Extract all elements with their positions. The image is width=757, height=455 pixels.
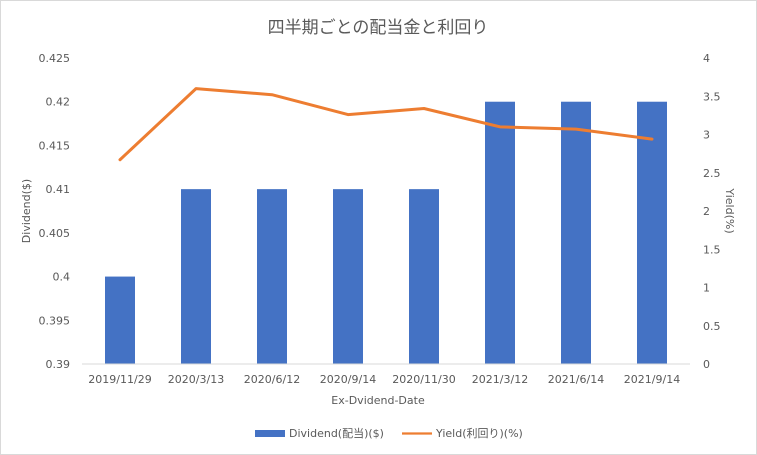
left-axis-ticks: 0.39 0.395 0.4 0.405 0.41 0.415 0.42 0.425 [39, 52, 71, 371]
yield-line-path [118, 87, 654, 162]
right-tick-label: 4 [703, 52, 710, 65]
dividend-bar [561, 101, 591, 364]
dividend-bar [105, 276, 135, 364]
legend: Dividend(配当)($) Yield(利回り)(%) [255, 426, 523, 440]
x-tick-label: 2021/6/14 [548, 373, 604, 386]
yield-line [118, 87, 654, 162]
left-tick-label: 0.425 [39, 52, 71, 65]
left-tick-label: 0.41 [46, 183, 71, 196]
x-tick-label: 2020/11/30 [392, 373, 455, 386]
left-tick-label: 0.42 [46, 96, 71, 109]
right-axis-title: Yield(%) [723, 187, 736, 233]
x-tick-label: 2020/9/14 [320, 373, 376, 386]
left-tick-label: 0.405 [39, 227, 71, 240]
right-tick-label: 3.5 [703, 90, 721, 103]
right-tick-label: 2 [703, 205, 710, 218]
dividend-bar [409, 189, 439, 364]
dividend-bar [181, 189, 211, 364]
left-tick-label: 0.395 [39, 314, 71, 327]
dividend-bar [637, 101, 667, 364]
right-tick-label: 0.5 [703, 320, 721, 333]
legend-swatch-dividend [255, 430, 285, 437]
legend-label-dividend: Dividend(配当)($) [289, 426, 384, 440]
legend-label-yield: Yield(利回り)(%) [435, 427, 523, 440]
right-axis-ticks: 0 0.5 1 1.5 2 2.5 3 3.5 4 [703, 52, 721, 371]
x-tick-label: 2020/3/13 [168, 373, 224, 386]
right-tick-label: 2.5 [703, 167, 721, 180]
x-tick-label: 2019/11/29 [88, 373, 151, 386]
left-tick-label: 0.39 [46, 358, 71, 371]
dividend-bar [257, 189, 287, 364]
right-tick-label: 0 [703, 358, 710, 371]
left-axis-title: Dividend($) [20, 179, 33, 243]
left-tick-label: 0.415 [39, 139, 71, 152]
dividend-bars [105, 101, 667, 364]
left-tick-label: 0.4 [53, 271, 71, 284]
x-tick-label: 2021/3/12 [472, 373, 528, 386]
x-axis-title: Ex-Dvidend-Date [331, 394, 425, 407]
x-tick-label: 2020/6/12 [244, 373, 300, 386]
chart-title: 四半期ごとの配当金と利回り [268, 18, 489, 38]
x-tick-label: 2021/9/14 [624, 373, 680, 386]
dividend-bar [485, 101, 515, 364]
right-tick-label: 3 [703, 129, 710, 142]
right-tick-label: 1.5 [703, 243, 721, 256]
right-tick-label: 1 [703, 282, 710, 295]
x-axis-ticks: 2019/11/29 2020/3/13 2020/6/12 2020/9/14 202… [88, 373, 680, 386]
dividend-bar [333, 189, 363, 364]
